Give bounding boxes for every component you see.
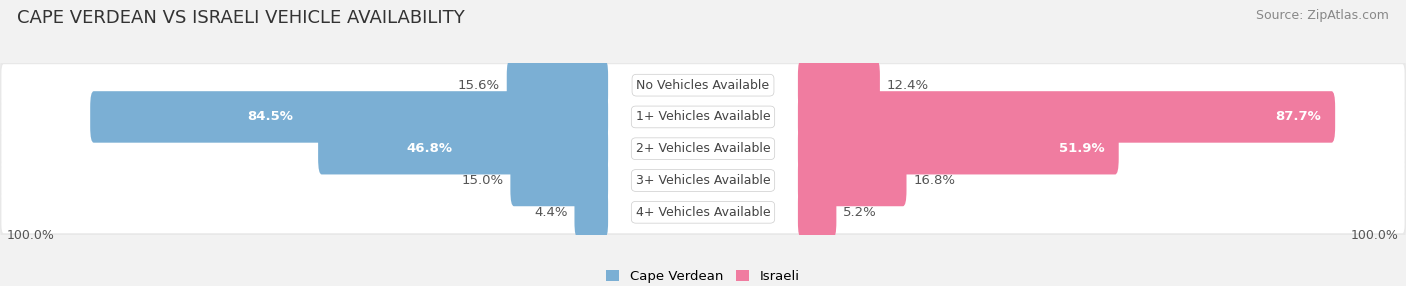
FancyBboxPatch shape xyxy=(799,91,1336,143)
Text: 84.5%: 84.5% xyxy=(247,110,292,124)
FancyBboxPatch shape xyxy=(799,186,837,238)
FancyBboxPatch shape xyxy=(799,123,1119,174)
Text: 51.9%: 51.9% xyxy=(1059,142,1105,155)
FancyBboxPatch shape xyxy=(0,57,1406,114)
FancyBboxPatch shape xyxy=(799,59,880,111)
Text: Source: ZipAtlas.com: Source: ZipAtlas.com xyxy=(1256,9,1389,21)
FancyBboxPatch shape xyxy=(1,191,1405,233)
FancyBboxPatch shape xyxy=(799,155,907,206)
Text: 1+ Vehicles Available: 1+ Vehicles Available xyxy=(636,110,770,124)
Text: 100.0%: 100.0% xyxy=(1351,229,1399,242)
FancyBboxPatch shape xyxy=(1,96,1405,138)
Text: 46.8%: 46.8% xyxy=(406,142,453,155)
Text: No Vehicles Available: No Vehicles Available xyxy=(637,79,769,92)
Text: 100.0%: 100.0% xyxy=(7,229,55,242)
FancyBboxPatch shape xyxy=(1,160,1405,201)
FancyBboxPatch shape xyxy=(318,123,609,174)
FancyBboxPatch shape xyxy=(1,128,1405,170)
Text: CAPE VERDEAN VS ISRAELI VEHICLE AVAILABILITY: CAPE VERDEAN VS ISRAELI VEHICLE AVAILABI… xyxy=(17,9,464,27)
Text: 12.4%: 12.4% xyxy=(887,79,929,92)
Text: 4.4%: 4.4% xyxy=(534,206,568,219)
FancyBboxPatch shape xyxy=(575,186,609,238)
Text: 15.0%: 15.0% xyxy=(461,174,503,187)
Text: 87.7%: 87.7% xyxy=(1275,110,1322,124)
Text: 3+ Vehicles Available: 3+ Vehicles Available xyxy=(636,174,770,187)
FancyBboxPatch shape xyxy=(510,155,609,206)
FancyBboxPatch shape xyxy=(506,59,609,111)
FancyBboxPatch shape xyxy=(0,184,1406,241)
FancyBboxPatch shape xyxy=(1,64,1405,106)
FancyBboxPatch shape xyxy=(0,152,1406,209)
FancyBboxPatch shape xyxy=(0,89,1406,145)
FancyBboxPatch shape xyxy=(90,91,609,143)
Text: 15.6%: 15.6% xyxy=(457,79,499,92)
Text: 2+ Vehicles Available: 2+ Vehicles Available xyxy=(636,142,770,155)
FancyBboxPatch shape xyxy=(0,120,1406,177)
Text: 5.2%: 5.2% xyxy=(844,206,877,219)
Legend: Cape Verdean, Israeli: Cape Verdean, Israeli xyxy=(606,270,800,283)
Text: 4+ Vehicles Available: 4+ Vehicles Available xyxy=(636,206,770,219)
Text: 16.8%: 16.8% xyxy=(914,174,956,187)
